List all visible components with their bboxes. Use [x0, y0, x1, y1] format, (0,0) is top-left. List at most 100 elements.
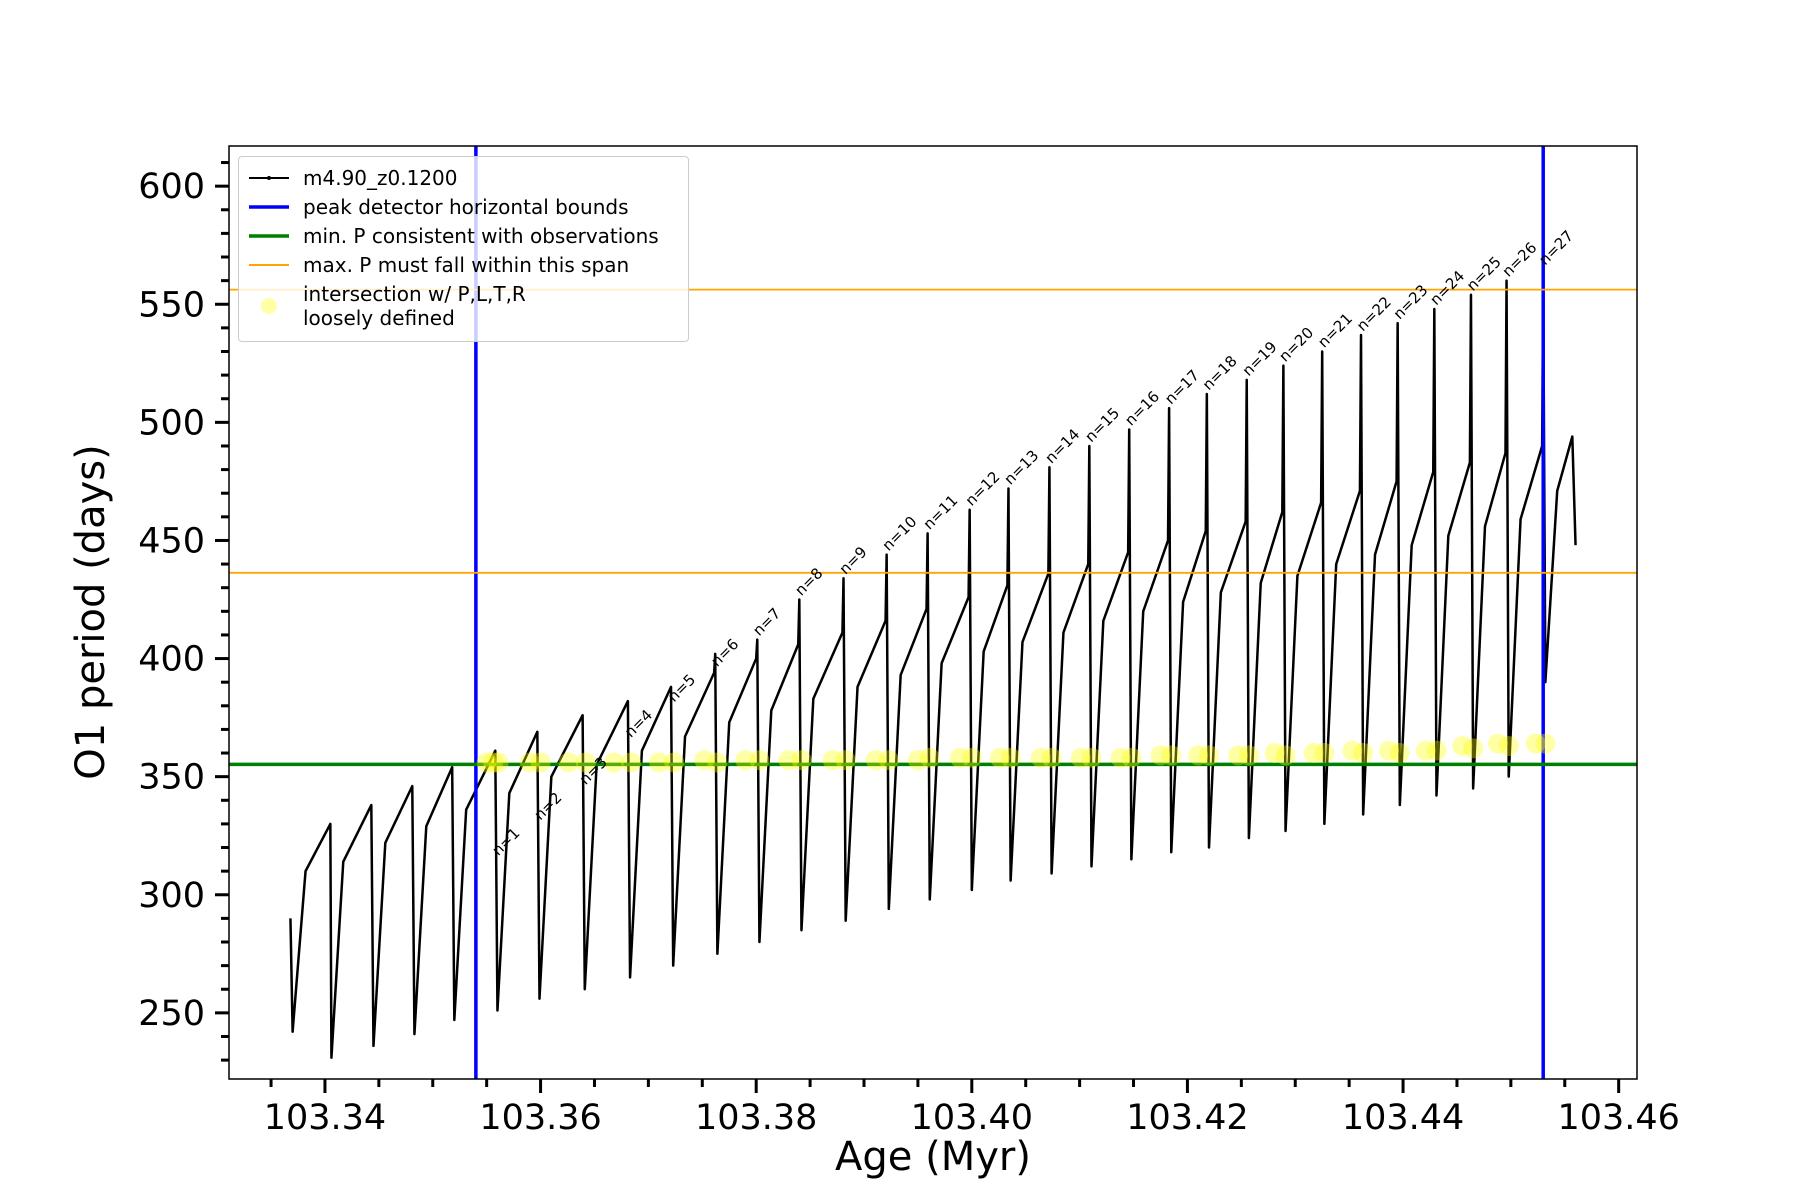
intersection-point [530, 752, 551, 773]
legend-swatch [261, 298, 277, 314]
intersection-point [575, 752, 596, 773]
intersection-point [865, 750, 886, 771]
legend-label: intersection w/ P,L,T,R loosely defined [303, 282, 526, 330]
y-axis-label: O1 period (days) [68, 444, 114, 779]
y-tick-label: 250 [138, 994, 205, 1034]
intersection-point [707, 752, 728, 773]
legend-entry: peak detector horizontal bounds [239, 195, 688, 219]
legend-swatch [249, 205, 289, 209]
x-tick-label: 103.34 [264, 1098, 386, 1138]
x-axis-label: Age (Myr) [835, 1134, 1031, 1180]
x-tick-label: 103.36 [479, 1098, 601, 1138]
intersection-point [1000, 747, 1021, 768]
legend-label: max. P must fall within this span [303, 253, 630, 277]
y-tick-label: 350 [138, 758, 205, 798]
intersection-point [1161, 745, 1182, 766]
legend-label: min. P consistent with observations [303, 224, 659, 248]
y-tick-label: 400 [138, 640, 205, 680]
annotation: n=8 [791, 564, 826, 599]
intersection-point [1081, 747, 1102, 768]
intersection-point [1525, 733, 1546, 754]
intersection-point [878, 750, 899, 771]
intersection-point [778, 750, 799, 771]
intersection-point [949, 747, 970, 768]
annotation: n=26 [1499, 239, 1541, 281]
intersection-point [1188, 745, 1209, 766]
intersection-point [1535, 733, 1556, 754]
annotation: n=17 [1161, 366, 1203, 408]
intersection-point [1389, 743, 1410, 764]
intersection-point [1487, 733, 1508, 754]
plot-frame [228, 145, 1638, 1080]
legend-entry: m4.90_z0.1200 [239, 166, 688, 190]
annotation: n=7 [749, 604, 784, 639]
intersection-point [664, 752, 685, 773]
annotation: n=24 [1426, 267, 1468, 309]
legend-swatch [249, 176, 289, 180]
intersection-point [1498, 735, 1519, 756]
data-line [289, 279, 1577, 1059]
annotation: n=2 [530, 789, 565, 824]
intersection-point [1463, 738, 1484, 759]
intersection-point [1238, 745, 1259, 766]
annotation: n=18 [1199, 352, 1241, 394]
intersection-point [1314, 743, 1335, 764]
y-tick-label: 600 [138, 167, 205, 207]
x-tick-label: 103.38 [695, 1098, 817, 1138]
y-tick-label: 450 [138, 521, 205, 561]
intersection-point [791, 750, 812, 771]
intersection-point [919, 747, 940, 768]
intersection-point [1030, 747, 1051, 768]
intersection-point [1379, 740, 1400, 761]
legend-label: m4.90_z0.1200 [303, 166, 458, 190]
intersection-point [1275, 745, 1296, 766]
intersection-point [907, 750, 928, 771]
annotation: n=10 [879, 513, 921, 555]
annotation: n=15 [1081, 404, 1123, 446]
intersection-point [822, 750, 843, 771]
annotation: n=23 [1390, 281, 1432, 323]
annotation: n=16 [1121, 387, 1163, 429]
intersection-point [621, 752, 642, 773]
intersection-point [1070, 747, 1091, 768]
annotation: n=1 [488, 824, 523, 859]
annotation: n=6 [707, 635, 742, 670]
annotation: n=25 [1463, 253, 1505, 295]
intersection-point [1353, 743, 1374, 764]
intersection-point [694, 750, 715, 771]
legend-marker [261, 298, 277, 314]
annotation: n=12 [962, 468, 1004, 510]
y-tick-label: 500 [138, 403, 205, 443]
intersection-point [558, 752, 579, 773]
intersection-point [835, 750, 856, 771]
x-tick-label: 103.46 [1557, 1098, 1679, 1138]
intersection-point [1303, 743, 1324, 764]
intersection-point [1452, 735, 1473, 756]
legend-entry: intersection w/ P,L,T,R loosely defined [239, 282, 688, 330]
annotation: n=19 [1239, 338, 1281, 380]
annotation: n=14 [1041, 425, 1083, 467]
y-tick-label: 300 [138, 876, 205, 916]
intersection-point [649, 752, 670, 773]
annotation: n=13 [1000, 446, 1042, 488]
intersection-point [1228, 745, 1249, 766]
intersection-point [735, 750, 756, 771]
y-tick-label: 550 [138, 285, 205, 325]
annotation: n=21 [1314, 309, 1356, 351]
intersection-point [488, 752, 509, 773]
legend-entry: max. P must fall within this span [239, 253, 688, 277]
legend-swatch [249, 264, 289, 266]
intersection-point [961, 747, 982, 768]
intersection-point [1041, 747, 1062, 768]
intersection-point [1110, 747, 1131, 768]
annotation: n=22 [1353, 293, 1395, 335]
annotation: n=4 [621, 706, 656, 741]
intersection-point [603, 752, 624, 773]
intersection-point [1415, 740, 1436, 761]
intersection-point [1150, 745, 1171, 766]
legend-marker [267, 176, 271, 180]
legend-entry: min. P consistent with observations [239, 224, 688, 248]
annotation: n=11 [920, 491, 962, 533]
